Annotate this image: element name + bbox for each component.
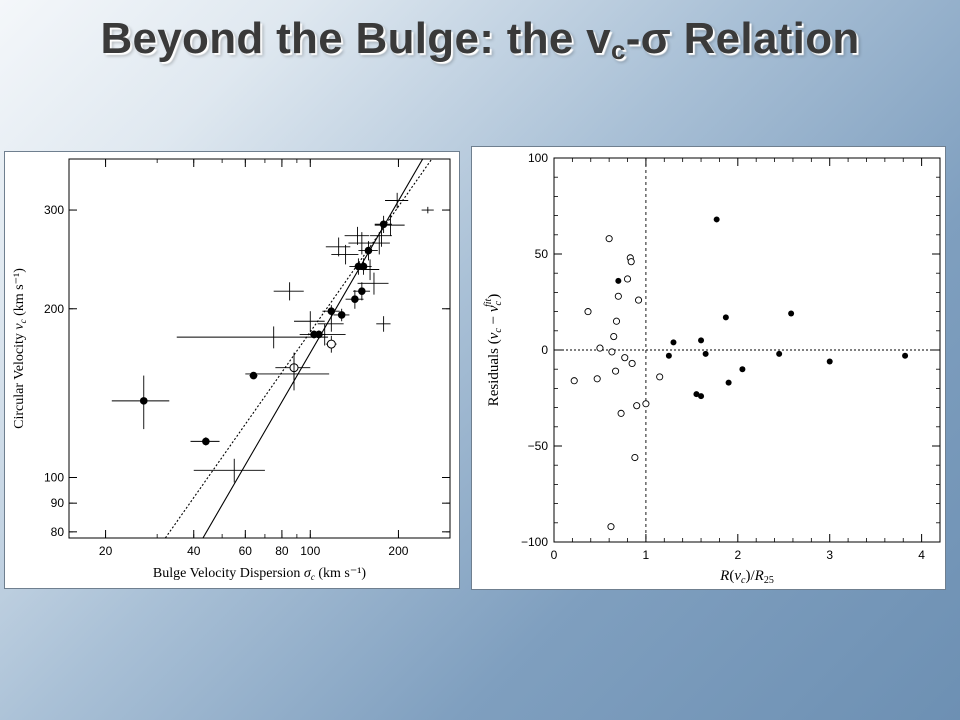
residual-point-filled <box>693 391 700 398</box>
right-chart-panel: 0 1 2 3 4 −100 −50 0 50 100 R(vc)/R25 Residuals (vc… <box>471 146 946 590</box>
residual-point-open <box>612 317 621 325</box>
residual-point-filled <box>615 277 622 284</box>
residual-point-open <box>617 409 625 417</box>
x-tick-label: 100 <box>300 544 320 558</box>
x-tick-label: 80 <box>275 544 289 558</box>
residual-point-filled <box>722 314 729 321</box>
data-point-open <box>326 339 336 349</box>
residual-point-open <box>593 375 601 383</box>
y-tick-label: 300 <box>44 203 64 217</box>
x-axis-label: Bulge Velocity Dispersion σc (km s⁻¹) <box>153 566 367 582</box>
residual-point-open <box>596 344 604 352</box>
residual-point-open <box>608 348 616 356</box>
x-tick-label: 1 <box>643 548 650 562</box>
data-point-filled <box>249 371 258 380</box>
data-point-filled <box>359 262 368 271</box>
residuals-chart: 0 1 2 3 4 −100 −50 0 50 100 R(vc)/R25 Residuals (vc… <box>483 151 941 586</box>
data-point-filled <box>202 437 210 446</box>
residual-point-filled <box>725 379 732 386</box>
residual-point-filled <box>698 393 705 400</box>
y-tick-label: 100 <box>528 151 548 165</box>
y-tick-label: 90 <box>51 496 65 510</box>
residual-point-open <box>612 367 620 375</box>
x-tick-label: 4 <box>918 548 925 562</box>
x-tick-label: 3 <box>826 548 833 562</box>
residual-point-filled <box>826 358 833 365</box>
x-tick-label: 60 <box>239 544 253 558</box>
title-sigma: σ <box>640 14 672 63</box>
residual-point-filled <box>698 337 705 344</box>
data-point-filled <box>337 311 346 319</box>
residual-point-filled <box>670 339 677 346</box>
residual-point-open <box>642 400 650 408</box>
y-axis-label: Residuals (vc − vcfit) <box>483 294 504 407</box>
residual-point-open <box>584 308 592 316</box>
y-tick-label: 0 <box>541 343 548 357</box>
slide-title: Beyond the Bulge: the vc-σ Relation <box>0 14 960 66</box>
title-main: Beyond the Bulge: the v <box>100 14 611 63</box>
residual-point-open <box>614 292 622 300</box>
residual-point-open <box>621 354 629 362</box>
plot-frame <box>68 158 451 539</box>
residual-point-filled <box>788 310 795 317</box>
x-tick-label: 2 <box>734 548 741 562</box>
residual-point-filled <box>713 216 720 223</box>
y-tick-label: −50 <box>528 439 549 453</box>
residual-point-open <box>627 258 635 266</box>
residual-point-open <box>623 275 632 283</box>
residual-point-filled <box>776 350 783 357</box>
residual-point-open <box>656 373 664 381</box>
y-tick-label: 100 <box>44 471 64 485</box>
residual-point-filled <box>902 352 909 359</box>
x-tick-label: 0 <box>551 548 558 562</box>
data-point-filled <box>327 307 336 316</box>
y-tick-label: 80 <box>51 525 65 539</box>
y-axis-label: Circular Velocity vc (km s⁻¹) <box>12 268 28 429</box>
residual-point-filled <box>739 366 746 373</box>
title-rest: Relation <box>671 14 860 63</box>
data-point-filled <box>358 287 366 295</box>
x-axis-label: R(vc)/R25 <box>719 568 774 586</box>
fit-line-solid <box>202 159 424 538</box>
data-point-filled <box>364 246 373 255</box>
residual-point-filled <box>702 350 709 357</box>
residual-point-open <box>628 359 636 367</box>
data-point-filled <box>139 397 148 405</box>
residual-point-open <box>635 296 643 304</box>
residual-point-open <box>607 523 615 531</box>
residual-point-filled <box>665 352 672 359</box>
residual-point-open <box>631 453 639 462</box>
residual-point-open <box>605 235 613 243</box>
residual-point-open <box>633 402 641 410</box>
data-point-filled <box>351 295 359 304</box>
y-tick-label: 50 <box>535 247 549 261</box>
residual-point-open <box>610 333 618 341</box>
residual-point-open <box>570 377 578 385</box>
x-tick-label: 20 <box>99 544 113 558</box>
data-point-filled <box>379 220 388 229</box>
y-tick-label: 200 <box>44 302 64 316</box>
title-subscript: c <box>610 35 626 65</box>
left-chart-panel: 20 40 60 80 100 200 80 90 100 200 300 Bulge Velocit… <box>4 151 460 589</box>
x-tick-label: 200 <box>388 544 408 558</box>
x-tick-label: 40 <box>187 544 201 558</box>
fit-line-dotted <box>164 159 433 538</box>
title-separator: - <box>625 14 641 63</box>
vc-sigma-chart: 20 40 60 80 100 200 80 90 100 200 300 Bulge Velocit… <box>12 158 451 582</box>
y-tick-label: −100 <box>521 535 548 549</box>
